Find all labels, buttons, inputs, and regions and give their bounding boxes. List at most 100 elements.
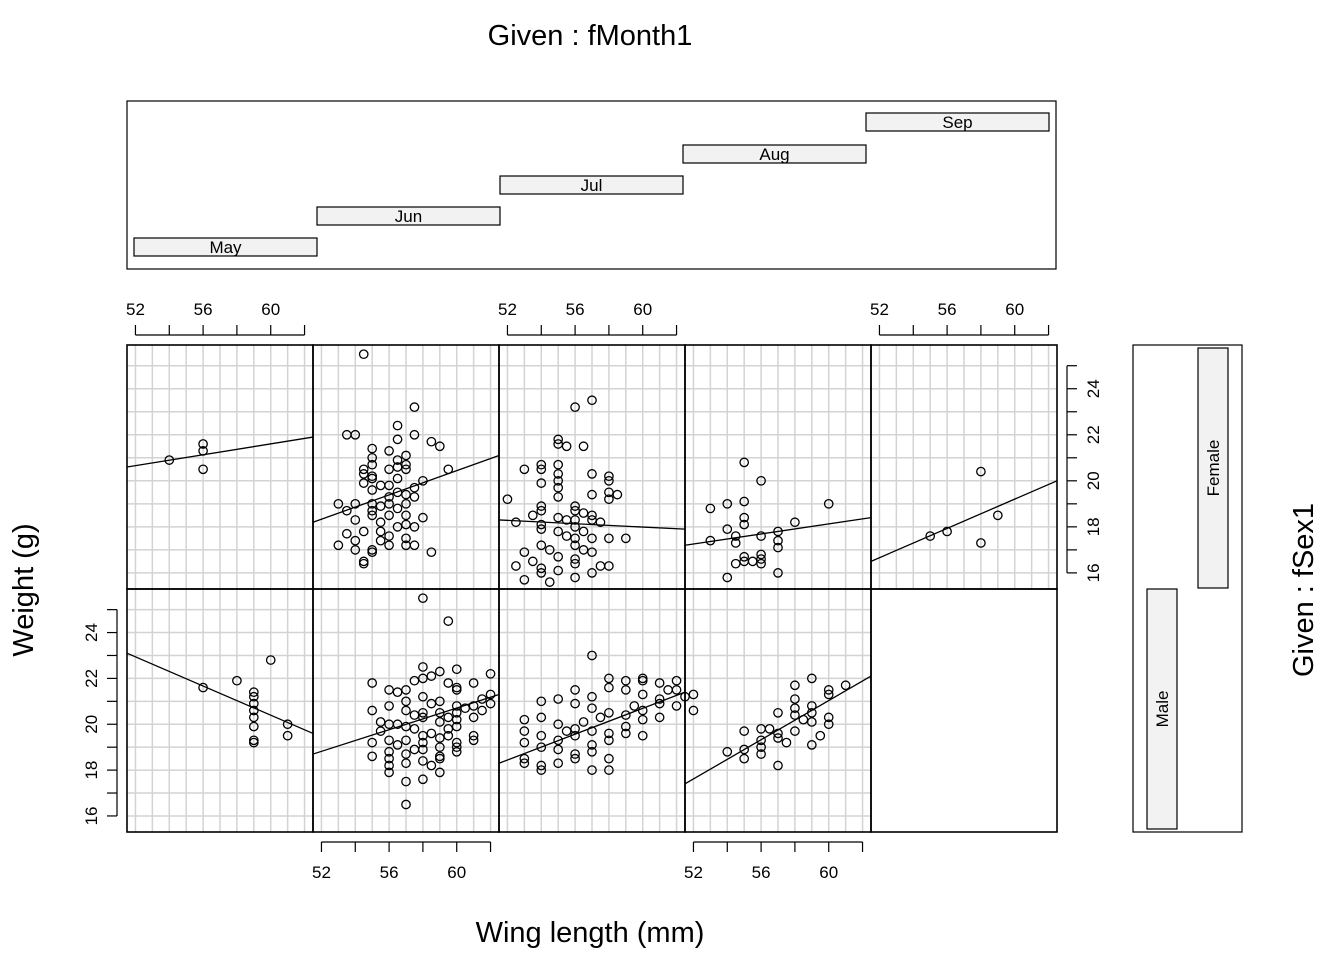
data-point [823,689,834,700]
data-point [401,464,411,475]
month-bar-jun [316,206,501,226]
data-point [553,694,564,704]
data-point [536,563,547,574]
data-point [620,721,631,732]
data-point [747,556,758,567]
data-point [578,717,589,727]
sex-bar-label: Male [1153,691,1172,728]
data-point [164,455,175,465]
data-point [570,402,580,413]
data-point [739,726,750,736]
data-point [654,678,665,688]
right-given-label: Given : fSex1 [1288,503,1320,677]
x-tick-label: 56 [380,863,399,882]
data-point [790,703,800,714]
data-point [773,542,783,553]
data-point [823,719,834,730]
data-point [587,533,597,544]
data-point [367,505,378,516]
data-point [976,538,986,548]
x-tick-label: 60 [633,300,652,319]
data-point [401,705,411,716]
data-point [511,517,521,528]
y-tick-label: 24 [82,623,101,642]
data-point [739,496,750,507]
data-point [553,565,564,576]
x-tick-label: 56 [194,300,213,319]
panel-grid [313,345,499,589]
data-point [409,540,420,551]
panel-may-male [126,652,314,748]
data-point [409,723,420,734]
panel-grid [313,589,499,832]
data-point [756,549,766,560]
data-point [350,535,361,546]
data-point [992,510,1003,521]
data-point [570,540,580,551]
data-point [384,753,394,764]
fit-line [312,454,500,523]
data-point [604,533,614,544]
data-point [595,517,606,528]
data-point [418,774,428,785]
data-point [468,678,479,688]
data-point [587,726,597,736]
data-point [384,540,394,551]
data-point [536,568,547,578]
data-point [536,540,547,551]
data-point [358,349,369,360]
data-point [773,760,783,771]
data-point [375,501,386,511]
data-point [401,519,411,530]
y-tick-label: 24 [1084,379,1103,398]
data-point [570,730,580,741]
data-point [773,535,783,546]
data-point [773,526,783,537]
data-point [527,556,538,567]
data-point [536,712,547,723]
bottom-x-axis: 52 56 60 [312,841,492,882]
panel-grid [499,589,685,832]
data-point [358,526,369,537]
data-point [477,694,487,704]
data-point [570,521,580,532]
data-point [553,475,564,486]
data-point [561,531,572,541]
panel-jul-female [498,395,686,587]
data-point [536,519,547,530]
data-point [587,703,597,714]
data-point [443,616,454,626]
data-point [637,730,648,741]
data-point [587,568,597,578]
data-point [451,664,462,675]
data-point [587,691,597,702]
data-point [519,758,530,769]
data-point [722,746,733,757]
data-point [485,698,496,709]
panel-grid [127,589,313,832]
data-point [265,655,276,665]
data-point [637,675,648,686]
data-point [409,482,420,493]
panel-jun-male [312,593,500,810]
data-point [401,696,411,707]
data-point [468,712,479,723]
data-point [367,547,378,558]
data-point [384,760,394,771]
data-point [604,471,614,482]
x-tick-label: 60 [447,863,466,882]
data-point [519,714,530,725]
data-point [536,459,547,470]
data-point [367,751,378,762]
data-point [553,459,564,470]
data-point [434,666,445,677]
data-point [739,512,750,523]
data-point [570,685,580,695]
data-point [443,678,454,688]
sex-given-panel [1132,344,1243,833]
month-bar-sep [865,112,1050,132]
data-point [544,577,555,587]
data-point [426,760,437,771]
data-point [781,737,792,748]
data-point [688,705,699,716]
